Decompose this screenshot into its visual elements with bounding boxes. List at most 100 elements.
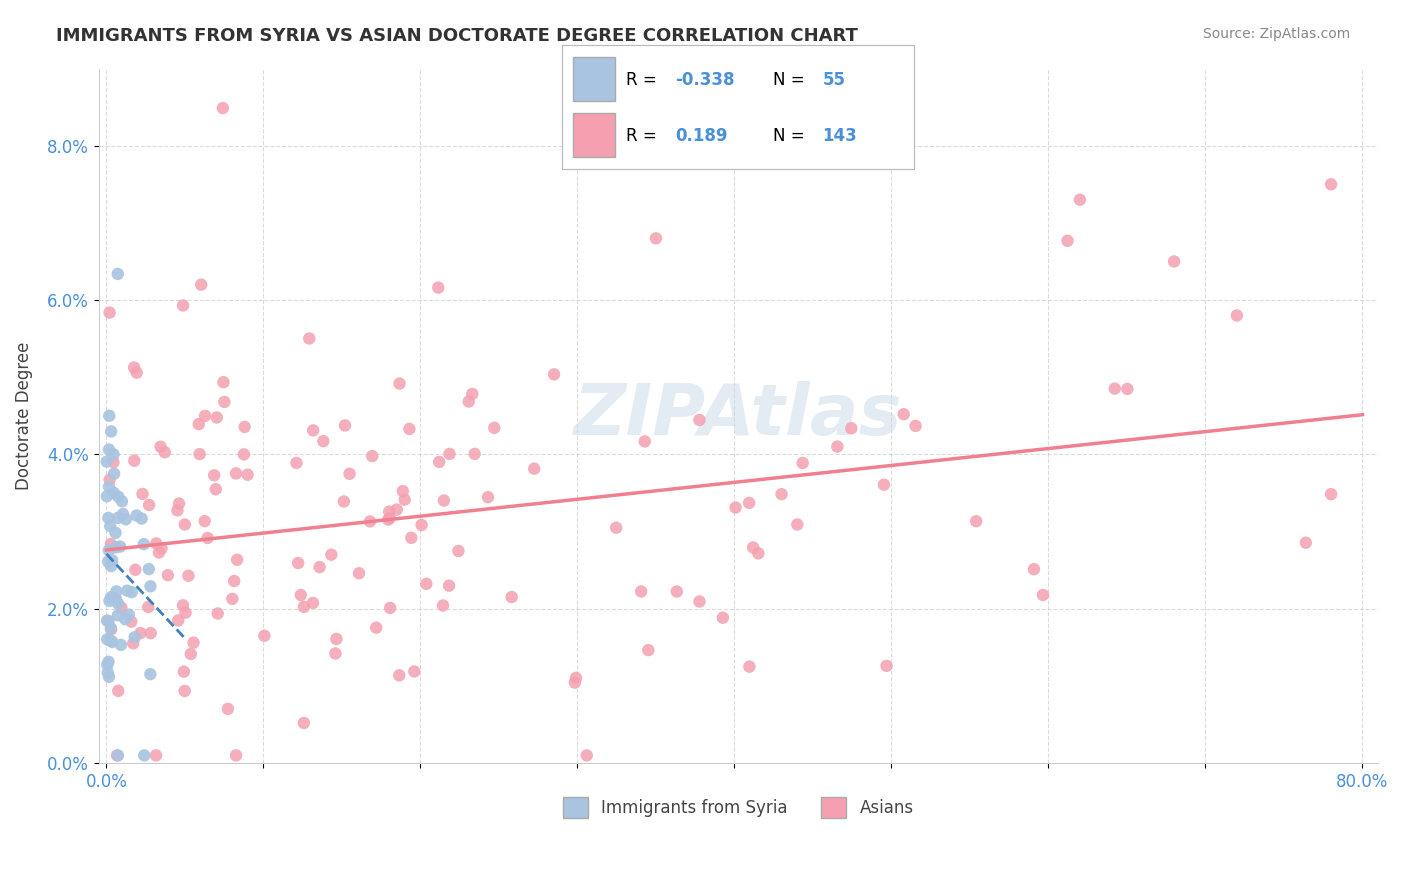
Point <box>665 584 688 599</box>
Point <box>122 360 145 375</box>
Point <box>122 454 145 468</box>
Point <box>904 418 927 433</box>
Text: R =: R = <box>626 127 662 145</box>
Point <box>312 434 335 449</box>
Point <box>1104 382 1126 396</box>
Point <box>225 467 247 481</box>
Point <box>97 511 120 525</box>
Point <box>359 515 381 529</box>
Point <box>543 368 565 382</box>
Point <box>98 473 121 487</box>
Point <box>415 577 437 591</box>
Point <box>145 748 167 763</box>
Point <box>107 684 129 698</box>
Point <box>325 647 347 661</box>
Point <box>738 659 761 673</box>
Point <box>100 425 122 439</box>
Point <box>103 485 125 500</box>
Point <box>100 622 122 636</box>
Point <box>108 540 131 554</box>
Point <box>139 626 162 640</box>
Point <box>214 395 236 409</box>
Point <box>107 267 129 281</box>
Point <box>96 489 118 503</box>
Text: N =: N = <box>773 127 810 145</box>
Point <box>637 643 659 657</box>
Point <box>132 537 155 551</box>
Point <box>150 541 173 556</box>
Point <box>437 579 460 593</box>
Point <box>501 590 523 604</box>
Point <box>187 417 209 432</box>
Point <box>484 421 506 435</box>
Point <box>207 607 229 621</box>
Point <box>204 482 226 496</box>
Text: -0.338: -0.338 <box>675 70 734 88</box>
Point <box>111 507 134 521</box>
Point <box>645 231 668 245</box>
Point <box>172 599 194 613</box>
Point <box>742 541 765 555</box>
Point <box>104 525 127 540</box>
Point <box>1163 254 1185 268</box>
Point <box>110 600 132 615</box>
Point <box>96 632 118 647</box>
Point <box>212 101 235 115</box>
Point <box>1295 535 1317 549</box>
Point <box>689 594 711 608</box>
Point <box>104 591 127 606</box>
Point <box>212 375 235 389</box>
Point <box>298 331 321 345</box>
Point <box>224 574 246 588</box>
Point <box>98 594 121 608</box>
Point <box>100 621 122 635</box>
Point <box>630 584 652 599</box>
Point <box>378 601 401 615</box>
Point <box>103 455 125 469</box>
Point <box>385 502 408 516</box>
Point <box>118 607 141 622</box>
Point <box>114 612 136 626</box>
Point <box>107 597 129 611</box>
Point <box>174 606 197 620</box>
Point <box>136 600 159 615</box>
Point <box>100 633 122 648</box>
Point <box>738 496 761 510</box>
Text: 0.189: 0.189 <box>675 127 727 145</box>
Point <box>120 615 142 629</box>
Point <box>167 614 190 628</box>
Point <box>205 410 228 425</box>
Point <box>361 449 384 463</box>
Point <box>190 277 212 292</box>
Point <box>792 456 814 470</box>
Point <box>333 418 356 433</box>
Point <box>839 421 862 435</box>
Point <box>1069 193 1091 207</box>
Point <box>724 500 747 515</box>
Point <box>225 748 247 763</box>
Point <box>173 665 195 679</box>
Text: 143: 143 <box>823 127 858 145</box>
Point <box>565 671 588 685</box>
Point <box>101 553 124 567</box>
Point <box>107 490 129 504</box>
Point <box>339 467 361 481</box>
Point <box>432 599 454 613</box>
Point <box>104 591 127 606</box>
Point <box>202 468 225 483</box>
Point <box>292 715 315 730</box>
Point <box>378 505 401 519</box>
Point <box>124 630 146 644</box>
Point <box>575 748 598 763</box>
Point <box>96 657 118 672</box>
Point <box>226 552 249 566</box>
Point <box>392 484 415 499</box>
Point <box>457 394 479 409</box>
Point <box>287 556 309 570</box>
Point <box>138 562 160 576</box>
Text: Source: ZipAtlas.com: Source: ZipAtlas.com <box>1202 27 1350 41</box>
Point <box>149 440 172 454</box>
Point <box>965 514 987 528</box>
Point <box>125 508 148 523</box>
Point <box>97 543 120 558</box>
